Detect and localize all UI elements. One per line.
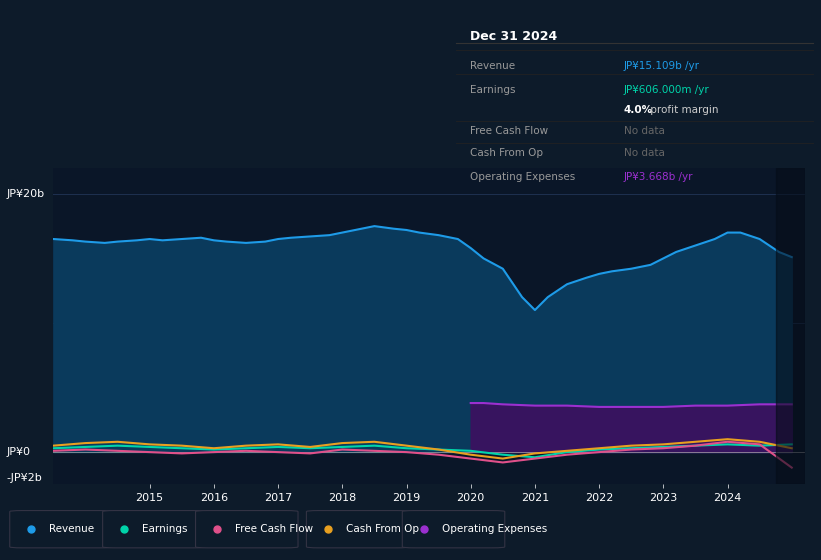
Text: Cash From Op: Cash From Op (470, 148, 543, 158)
FancyBboxPatch shape (10, 511, 112, 548)
Text: JP¥606.000m /yr: JP¥606.000m /yr (623, 85, 709, 95)
FancyBboxPatch shape (402, 511, 505, 548)
Text: -JP¥2b: -JP¥2b (7, 473, 43, 483)
Text: Revenue: Revenue (470, 61, 515, 71)
Text: JP¥20b: JP¥20b (7, 189, 45, 199)
Bar (776, 168, 805, 484)
Text: No data: No data (623, 127, 664, 137)
FancyBboxPatch shape (306, 511, 409, 548)
Text: Operating Expenses: Operating Expenses (470, 172, 576, 182)
Text: Dec 31 2024: Dec 31 2024 (470, 30, 557, 43)
Text: Free Cash Flow: Free Cash Flow (470, 127, 548, 137)
Text: 4.0%: 4.0% (623, 105, 653, 115)
Text: JP¥3.668b /yr: JP¥3.668b /yr (623, 172, 693, 182)
FancyBboxPatch shape (103, 511, 205, 548)
Text: Free Cash Flow: Free Cash Flow (235, 524, 313, 534)
Text: Operating Expenses: Operating Expenses (442, 524, 547, 534)
Text: Earnings: Earnings (470, 85, 516, 95)
Text: JP¥0: JP¥0 (7, 447, 31, 457)
Text: Earnings: Earnings (142, 524, 188, 534)
Text: JP¥15.109b /yr: JP¥15.109b /yr (623, 61, 699, 71)
Text: Cash From Op: Cash From Op (346, 524, 419, 534)
Text: No data: No data (623, 148, 664, 158)
Text: profit margin: profit margin (647, 105, 718, 115)
Text: Revenue: Revenue (49, 524, 94, 534)
FancyBboxPatch shape (195, 511, 298, 548)
